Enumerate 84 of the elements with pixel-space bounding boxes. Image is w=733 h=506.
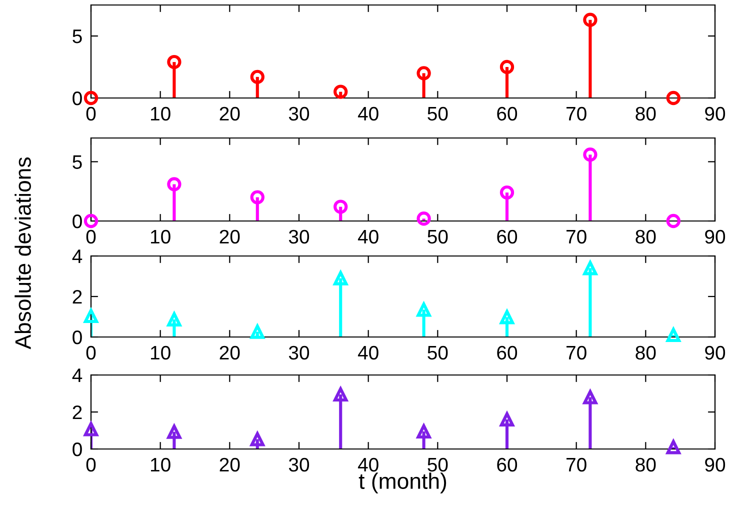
point <box>416 302 431 317</box>
x-axis-title: t (month) <box>358 472 446 494</box>
x-tick-label: 10 <box>151 106 170 121</box>
x-tick-label: 0 <box>86 458 96 472</box>
point <box>416 212 431 226</box>
x-tick-label: 20 <box>220 230 240 244</box>
x-tick-label: 90 <box>705 230 726 244</box>
point <box>416 66 431 80</box>
point <box>167 54 182 70</box>
point <box>666 214 680 228</box>
point <box>666 328 680 342</box>
x-tick-label: 70 <box>566 106 586 121</box>
x-tick-label: 80 <box>636 346 656 360</box>
point <box>334 271 348 286</box>
x-tick-label: 20 <box>220 346 240 360</box>
x-tick-label: 50 <box>428 458 448 472</box>
x-tick-label: 40 <box>358 106 378 121</box>
x-tick-label: 80 <box>636 230 656 244</box>
x-tick-label: 50 <box>428 230 448 244</box>
y-axis-title: Absolute deviations <box>14 157 31 350</box>
x-tick-label: 10 <box>151 346 170 360</box>
x-tick-label: 60 <box>497 346 518 360</box>
x-tick-label: 70 <box>566 346 586 360</box>
x-tick-label: 90 <box>705 346 726 360</box>
y-tick-label: 2 <box>72 405 82 420</box>
point <box>84 422 98 436</box>
point <box>666 440 680 454</box>
point <box>84 90 98 106</box>
point <box>416 424 431 439</box>
point <box>167 424 182 439</box>
point <box>84 308 98 324</box>
x-tick-label: 60 <box>497 458 518 472</box>
x-tick-label: 50 <box>428 346 448 360</box>
y-tick-label: 5 <box>72 155 82 169</box>
x-tick-label: 40 <box>358 458 378 472</box>
x-tick-label: 90 <box>705 458 726 472</box>
x-tick-label: 30 <box>288 230 310 244</box>
x-tick-label: 30 <box>288 346 310 360</box>
x-tick-label: 30 <box>288 106 310 121</box>
x-tick-label: 70 <box>566 458 586 472</box>
point <box>583 12 598 27</box>
y-tick-label: 0 <box>72 330 82 344</box>
y-tick-label: 2 <box>72 290 82 304</box>
point <box>167 312 182 326</box>
x-tick-label: 80 <box>636 106 656 121</box>
y-tick-label: 0 <box>72 91 82 106</box>
point <box>250 190 264 204</box>
point <box>500 310 514 324</box>
point <box>250 70 264 84</box>
x-tick-label: 40 <box>358 346 378 360</box>
point <box>250 432 264 446</box>
y-tick-label: 0 <box>72 442 82 456</box>
point <box>583 261 598 276</box>
point <box>666 90 680 106</box>
x-tick-label: 70 <box>566 230 586 244</box>
x-tick-label: 60 <box>497 106 518 121</box>
y-tick-label: 5 <box>72 30 82 44</box>
point <box>167 177 182 192</box>
x-tick-label: 80 <box>636 458 656 472</box>
y-tick-label: 0 <box>72 214 82 228</box>
point <box>583 148 598 162</box>
x-tick-label: 40 <box>358 230 378 244</box>
x-tick-label: 20 <box>220 458 240 472</box>
x-tick-label: 60 <box>497 230 518 244</box>
x-tick-label: 0 <box>86 106 96 121</box>
x-tick-label: 10 <box>151 458 170 472</box>
point <box>250 324 264 339</box>
point <box>583 390 598 404</box>
y-tick-label: 4 <box>72 250 82 264</box>
point <box>500 412 514 426</box>
x-tick-label: 20 <box>220 106 240 121</box>
x-tick-label: 30 <box>288 458 310 472</box>
x-tick-label: 90 <box>705 106 726 121</box>
point <box>84 214 98 228</box>
x-tick-label: 10 <box>151 230 170 244</box>
point <box>334 200 348 214</box>
y-tick-label: 4 <box>72 368 82 382</box>
point <box>500 60 514 74</box>
x-tick-label: 0 <box>86 346 96 360</box>
point <box>500 185 514 200</box>
point <box>334 387 348 402</box>
x-tick-label: 50 <box>428 106 448 121</box>
x-tick-label: 0 <box>86 230 96 244</box>
point <box>334 84 348 99</box>
